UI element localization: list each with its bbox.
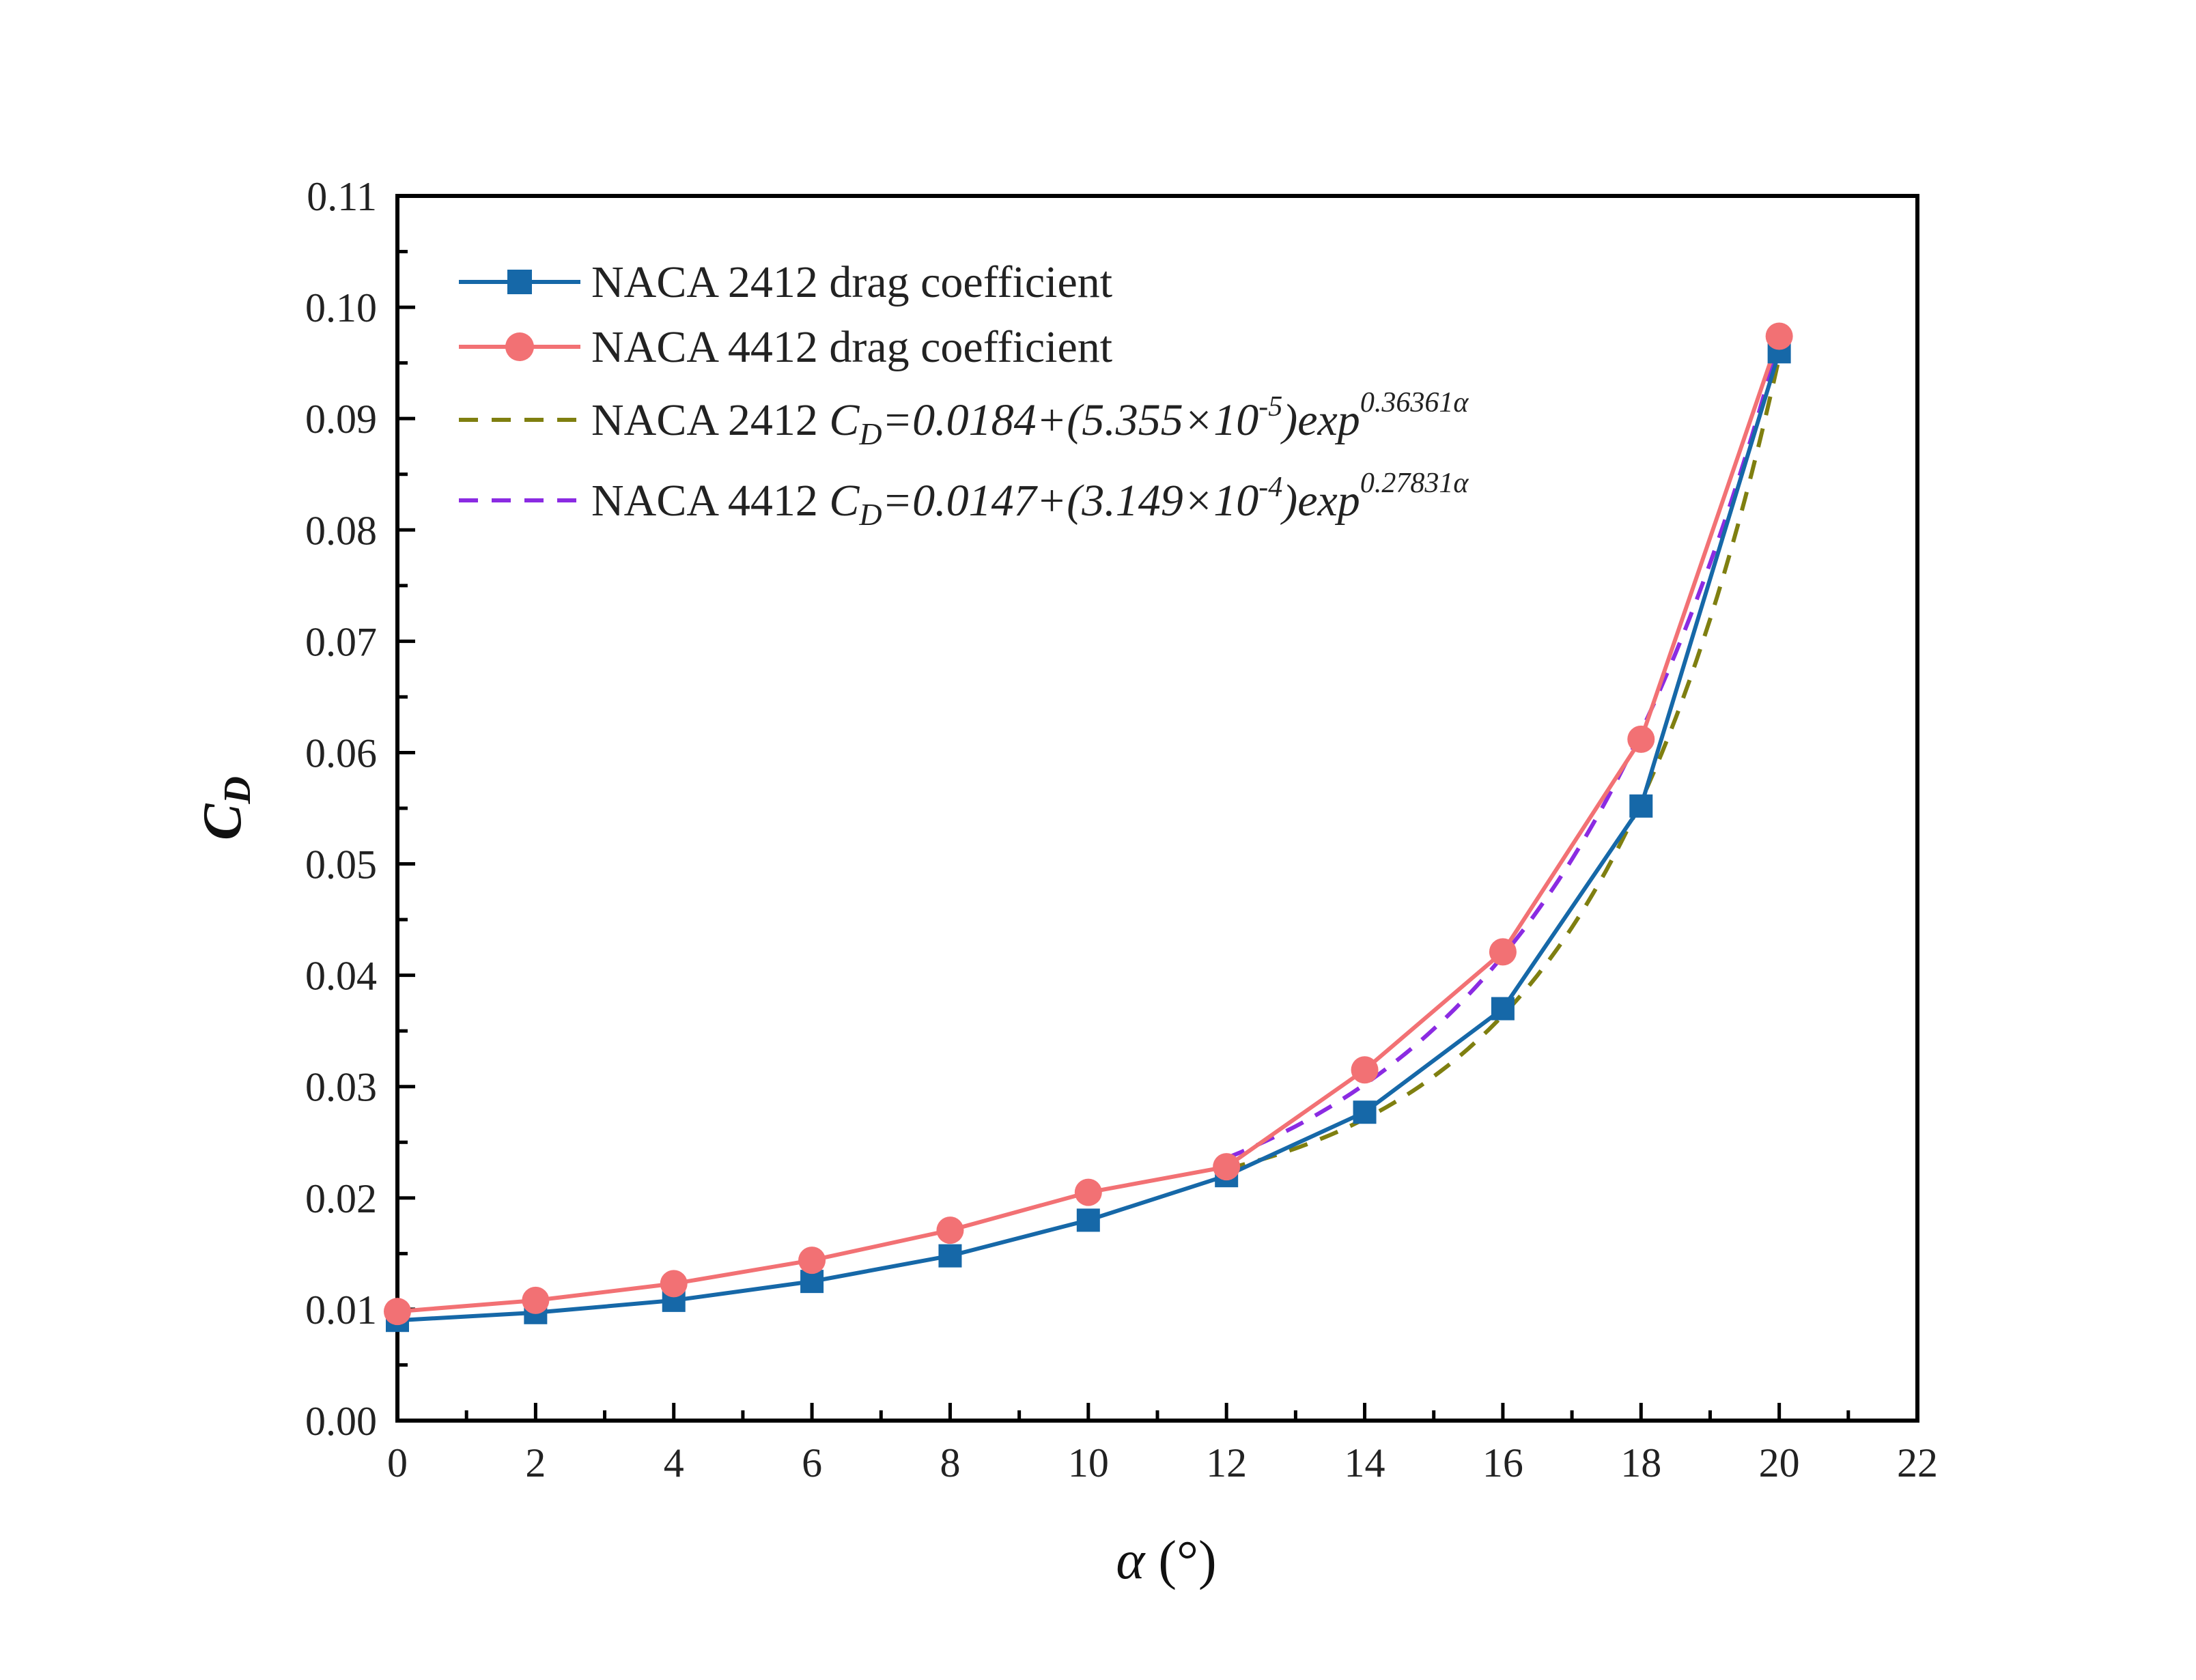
y-tick-label: 0.04 <box>305 954 377 999</box>
x-tick-label: 22 <box>1897 1440 1938 1485</box>
x-tick-label: 10 <box>1068 1440 1109 1485</box>
fit-line-3 <box>1226 339 1782 1161</box>
data-point-circle <box>798 1247 826 1275</box>
y-tick-labels: 0.00 0.01 0.02 0.03 0.04 0.05 0.06 0.07 0.08 0.09… <box>305 174 377 1444</box>
y-tick-label: 0.10 <box>305 285 377 330</box>
x-tick-label: 18 <box>1620 1440 1661 1485</box>
data-point-circle <box>1351 1056 1379 1084</box>
x-tick-label: 20 <box>1759 1440 1800 1485</box>
legend-swatch-naca2412-marker <box>507 270 532 294</box>
legend-entry-naca2412: NACA 2412 drag coefficient <box>459 257 1112 307</box>
y-tick-label: 0.11 <box>307 174 377 219</box>
y-tick-label: 0.03 <box>305 1065 377 1110</box>
x-tick-label: 14 <box>1345 1440 1385 1485</box>
x-tick-label: 12 <box>1206 1440 1247 1485</box>
x-tick-label: 4 <box>664 1440 684 1485</box>
data-point-circle <box>1627 725 1655 753</box>
data-point-circle <box>660 1270 688 1298</box>
y-tick-label: 0.07 <box>305 619 377 664</box>
legend-label-naca4412: NACA 4412 drag coefficient <box>591 322 1112 372</box>
x-axis-title: α (°) <box>1116 1530 1216 1591</box>
data-markers <box>384 322 1793 1333</box>
legend-label-naca4412-fit: NACA 4412 CD=0.0147+(3.149×10-4)exp0.278… <box>591 468 1469 532</box>
x-tick-labels: 0 2 4 6 8 10 12 14 16 18 20 22 <box>387 1440 1938 1485</box>
data-point-circle <box>1489 938 1517 966</box>
x-tick-label: 16 <box>1482 1440 1523 1485</box>
legend-entry-naca4412: NACA 4412 drag coefficient <box>459 322 1112 372</box>
legend: NACA 2412 drag coefficient NACA 4412 dra… <box>459 257 1469 532</box>
y-tick-label: 0.02 <box>305 1176 377 1221</box>
data-point-square <box>938 1244 962 1268</box>
data-point-square <box>1491 997 1515 1021</box>
data-point-circle <box>522 1286 550 1314</box>
data-point-square <box>1353 1100 1377 1124</box>
y-tick-label: 0.06 <box>305 730 377 775</box>
plot-frame <box>395 194 1919 1423</box>
legend-entry-naca4412-fit: NACA 4412 CD=0.0147+(3.149×10-4)exp0.278… <box>459 468 1469 532</box>
data-point-circle <box>1213 1153 1241 1181</box>
legend-label-naca2412: NACA 2412 drag coefficient <box>591 257 1112 307</box>
legend-entry-naca2412-fit: NACA 2412 CD=0.0184+(5.355×10-5)exp0.363… <box>459 387 1469 451</box>
y-tick-label: 0.08 <box>305 508 377 553</box>
tick-marks <box>395 194 1919 1423</box>
x-tick-label: 8 <box>940 1440 960 1485</box>
x-tick-label: 2 <box>525 1440 546 1485</box>
y-tick-label: 0.05 <box>305 842 377 887</box>
y-axis-title: CD <box>193 776 259 840</box>
fit-line-2 <box>1226 356 1782 1171</box>
data-point-circle <box>1765 322 1793 350</box>
x-tick-label: 6 <box>802 1440 822 1485</box>
data-point-circle <box>936 1216 964 1244</box>
y-tick-label: 0.01 <box>305 1287 377 1333</box>
y-tick-label: 0.09 <box>305 397 377 442</box>
x-tick-label: 0 <box>387 1440 408 1485</box>
data-point-square <box>1076 1208 1100 1232</box>
data-point-circle <box>384 1298 411 1326</box>
fit-lines <box>1226 339 1782 1171</box>
legend-label-naca2412-fit: NACA 2412 CD=0.0184+(5.355×10-5)exp0.363… <box>591 387 1469 451</box>
data-point-circle <box>1074 1178 1102 1206</box>
data-point-square <box>1629 794 1653 818</box>
y-tick-label: 0.00 <box>305 1399 377 1444</box>
legend-swatch-naca4412-marker <box>505 332 534 361</box>
